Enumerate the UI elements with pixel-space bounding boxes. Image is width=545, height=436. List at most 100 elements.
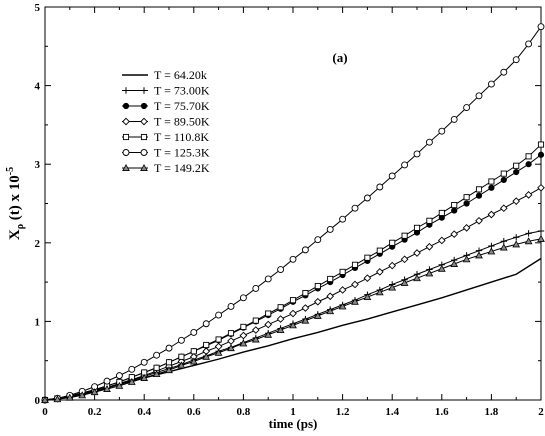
data-point <box>276 315 285 323</box>
data-point <box>500 176 507 184</box>
data-point <box>53 395 62 403</box>
y-axis-title-rest: (t) x 10 <box>7 175 23 224</box>
data-point <box>475 186 483 193</box>
data-point <box>513 162 520 169</box>
data-point <box>140 358 148 366</box>
x-tick-label: 1 <box>290 406 296 418</box>
data-point <box>215 311 223 319</box>
legend-label: T = 149.2K <box>154 161 210 175</box>
data-point <box>512 240 521 248</box>
data-point <box>264 330 273 338</box>
series-4 <box>41 183 545 404</box>
data-point <box>313 311 322 319</box>
data-point <box>202 352 211 360</box>
data-point <box>227 330 235 337</box>
data-point <box>90 388 99 396</box>
data-point <box>239 331 248 340</box>
data-point <box>215 336 222 343</box>
y-tick-label: 2 <box>35 238 41 250</box>
data-point <box>413 224 421 231</box>
data-point <box>450 115 458 123</box>
data-point <box>537 234 545 242</box>
data-point <box>251 326 260 334</box>
data-point <box>376 247 383 254</box>
data-point <box>289 255 297 263</box>
data-point <box>451 202 458 209</box>
data-point <box>127 377 136 385</box>
data-point <box>252 284 260 292</box>
data-point <box>214 348 223 356</box>
data-point <box>301 304 310 312</box>
data-point <box>178 353 185 360</box>
legend-marker <box>122 149 130 156</box>
data-point <box>165 366 173 374</box>
legend-marker <box>140 117 148 126</box>
data-point <box>537 23 545 31</box>
data-point <box>389 239 396 246</box>
data-point <box>463 200 470 207</box>
data-point <box>475 92 483 100</box>
legend-marker <box>122 87 130 94</box>
data-point <box>425 138 433 146</box>
data-point <box>463 194 470 201</box>
y-axis-title-sub: ρ <box>15 224 26 229</box>
y-tick-label: 5 <box>35 2 41 14</box>
x-tick-label: 0.4 <box>137 406 151 418</box>
panel-annotation: (a) <box>332 50 347 65</box>
x-tick-label: 0.2 <box>88 406 102 418</box>
data-point <box>251 335 260 343</box>
x-axis-title: time (ps) <box>269 416 318 431</box>
data-point <box>264 320 273 329</box>
data-point <box>252 317 259 324</box>
series-line <box>44 26 542 401</box>
data-point <box>65 393 74 401</box>
data-point <box>488 178 495 185</box>
data-point <box>499 204 508 213</box>
data-point <box>115 372 123 380</box>
data-point <box>401 232 408 239</box>
data-point <box>240 323 247 330</box>
series-line <box>44 154 542 401</box>
data-point <box>326 307 335 315</box>
series-3 <box>41 151 545 404</box>
data-point <box>537 183 545 192</box>
data-point <box>177 361 186 369</box>
data-point <box>450 230 459 238</box>
data-point <box>165 359 173 366</box>
data-point <box>438 127 446 135</box>
data-point <box>339 268 346 275</box>
data-point <box>338 286 347 294</box>
data-point <box>289 297 297 304</box>
data-point <box>227 337 235 345</box>
data-point <box>314 236 322 244</box>
data-point <box>351 261 359 268</box>
data-point <box>177 336 185 344</box>
data-point <box>451 207 458 214</box>
data-point <box>537 227 545 235</box>
data-point <box>401 161 409 169</box>
data-point <box>103 377 111 385</box>
legend-label: T = 125.3K <box>154 146 210 160</box>
data-point <box>239 294 247 302</box>
data-point <box>525 153 532 160</box>
data-point <box>265 310 272 317</box>
data-point <box>363 194 371 202</box>
series-7 <box>41 234 545 403</box>
data-point <box>512 56 520 64</box>
data-point <box>339 215 347 223</box>
data-point <box>152 370 161 378</box>
data-point <box>326 225 334 233</box>
data-point <box>302 290 309 297</box>
data-point <box>475 192 483 199</box>
data-point <box>314 282 321 290</box>
data-point <box>202 320 210 328</box>
data-point <box>289 321 297 329</box>
data-point <box>524 237 533 245</box>
data-point <box>413 249 421 257</box>
data-point <box>462 224 471 232</box>
data-point <box>413 150 421 158</box>
data-point <box>327 275 334 283</box>
data-point <box>289 309 297 318</box>
